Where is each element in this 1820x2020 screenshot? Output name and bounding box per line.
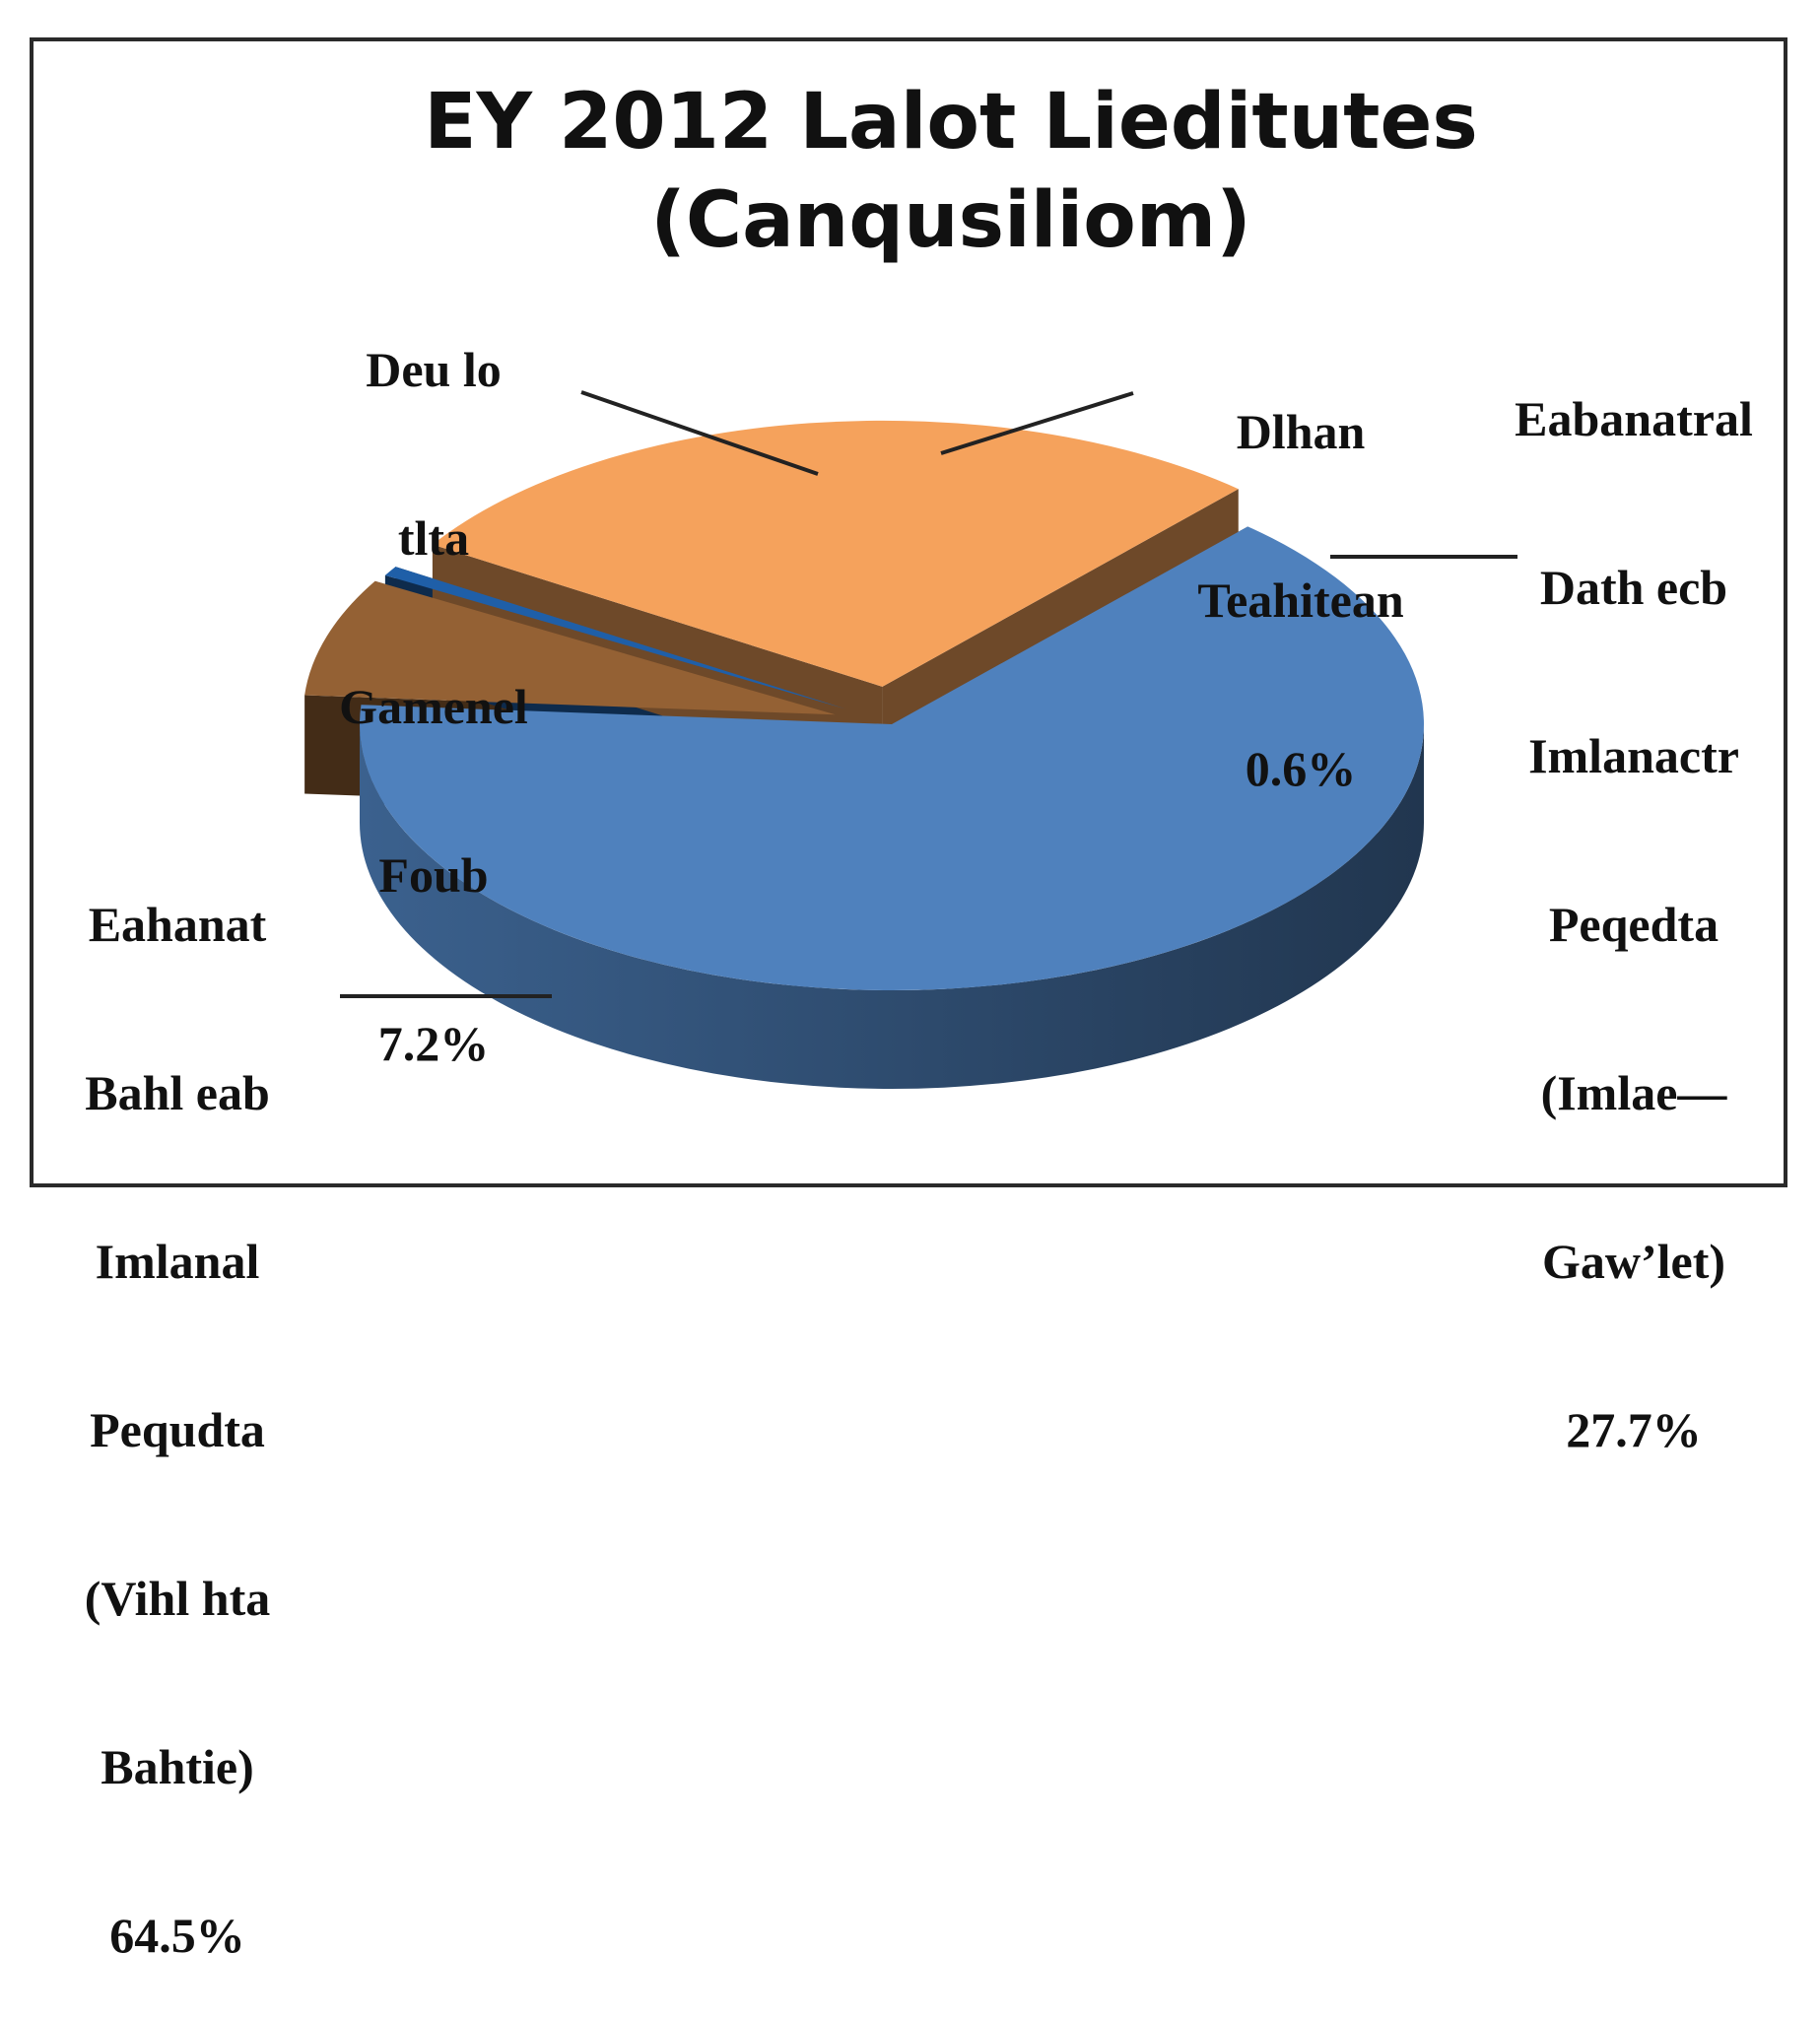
slice-label-text: Teahitean [1197,572,1404,628]
slice-label-text: Dath ecb [1539,560,1728,615]
slice-label-text: Imlanactr [1528,728,1739,783]
slice-label-main: Eahanat Bahl eab Imlanal Pequdta (Vihl h… [49,784,305,2020]
pie-slice [359,526,1424,991]
slice-label-text: Imlanal [95,1234,260,1289]
slice-label-text: Bahl eab [85,1065,270,1120]
slice-label-text: Foub [378,847,489,903]
slice-label-text: tlta [397,510,470,566]
slice-label-text: (Imlae— [1540,1065,1727,1120]
slice-percent: 7.2% [377,1016,490,1071]
slice-label-text: Eabanatral [1515,391,1753,446]
slice-side-wall [360,724,1424,1089]
pie-slice [384,567,845,709]
slice-label-text: Bahtie) [101,1739,254,1794]
chart-title-line-2: (Canqusiliom) [650,176,1251,265]
slice-label-text: Gamenel [339,679,528,734]
slice-label-right: Eabanatral Dath ecb Imlanactr Peqedta (I… [1486,279,1782,1515]
leader-line [940,391,1134,455]
slice-label-text: Pequdta [90,1402,265,1457]
chart-title: EY 2012 Lalot Lieditutes (Canqusiliom) [0,73,1820,270]
pie-chart [304,390,1517,1089]
slice-label-text: (Vihl hta [84,1571,271,1626]
slice-label-text: Dlhan [1236,404,1366,459]
slice-label-small: Deu lo tlta Gamenel Foub 7.2% [296,230,572,1128]
slice-percent: 27.7% [1566,1402,1702,1457]
pie-slice [304,580,836,715]
chart-title-line-1: EY 2012 Lalot Lieditutes [424,78,1478,167]
slice-label-text: Gaw’let) [1541,1234,1726,1289]
pie-slice [432,420,1239,687]
slice-label-text: Peqedta [1548,897,1719,952]
slice-label-text: Eahanat [88,897,267,952]
slice-percent: 64.5% [109,1908,245,1963]
slice-label-tiny: Dlhan Teahitean 0.6% [1153,292,1449,853]
slice-label-text: Deu lo [366,342,502,397]
leader-line [580,390,819,476]
slice-percent: 0.6% [1245,741,1357,796]
